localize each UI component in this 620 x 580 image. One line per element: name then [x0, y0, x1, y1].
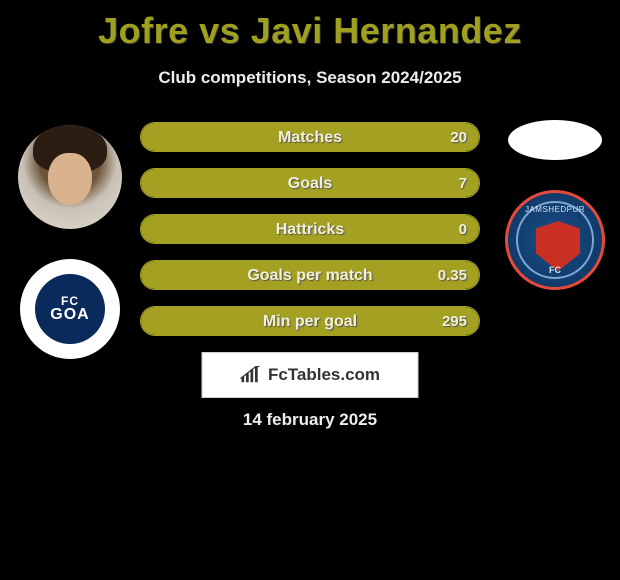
subtitle: Club competitions, Season 2024/2025: [0, 68, 620, 88]
comparison-card: Jofre vs Javi Hernandez Club competition…: [0, 0, 620, 580]
club-goa-line2: GOA: [50, 306, 89, 324]
stat-value: 20: [450, 123, 467, 152]
stat-label: Goals per match: [141, 261, 479, 290]
club-logo-right: JAMSHEDPUR FC: [505, 190, 605, 290]
club-logo-goa-inner: FC GOA: [35, 274, 105, 344]
player-photo-left: [18, 125, 122, 229]
stat-value: 0: [459, 215, 467, 244]
stat-value: 0.35: [438, 261, 467, 290]
club-jam-bottom: FC: [508, 265, 602, 275]
page-title: Jofre vs Javi Hernandez: [0, 0, 620, 52]
stat-value: 295: [442, 307, 467, 336]
stat-value: 7: [459, 169, 467, 198]
stat-row-hattricks: Hattricks 0: [140, 214, 480, 244]
player-photo-right-placeholder: [508, 120, 602, 160]
club-jam-top: JAMSHEDPUR: [508, 205, 602, 214]
stat-label: Matches: [141, 123, 479, 152]
brand-attribution[interactable]: FcTables.com: [202, 352, 419, 398]
stats-list: Matches 20 Goals 7 Hattricks 0 Goals per…: [140, 122, 480, 352]
stat-label: Min per goal: [141, 307, 479, 336]
stat-row-min-per-goal: Min per goal 295: [140, 306, 480, 336]
right-player-column: JAMSHEDPUR FC: [500, 120, 610, 290]
stat-row-goals-per-match: Goals per match 0.35: [140, 260, 480, 290]
stat-row-matches: Matches 20: [140, 122, 480, 152]
snapshot-date: 14 february 2025: [0, 410, 620, 430]
club-jam-shield-icon: [536, 221, 580, 271]
club-logo-left: FC GOA: [20, 259, 120, 359]
stat-label: Hattricks: [141, 215, 479, 244]
brand-text: FcTables.com: [268, 365, 380, 385]
stat-label: Goals: [141, 169, 479, 198]
left-player-column: FC GOA: [10, 125, 130, 359]
stat-row-goals: Goals 7: [140, 168, 480, 198]
bar-chart-icon: [240, 366, 262, 384]
